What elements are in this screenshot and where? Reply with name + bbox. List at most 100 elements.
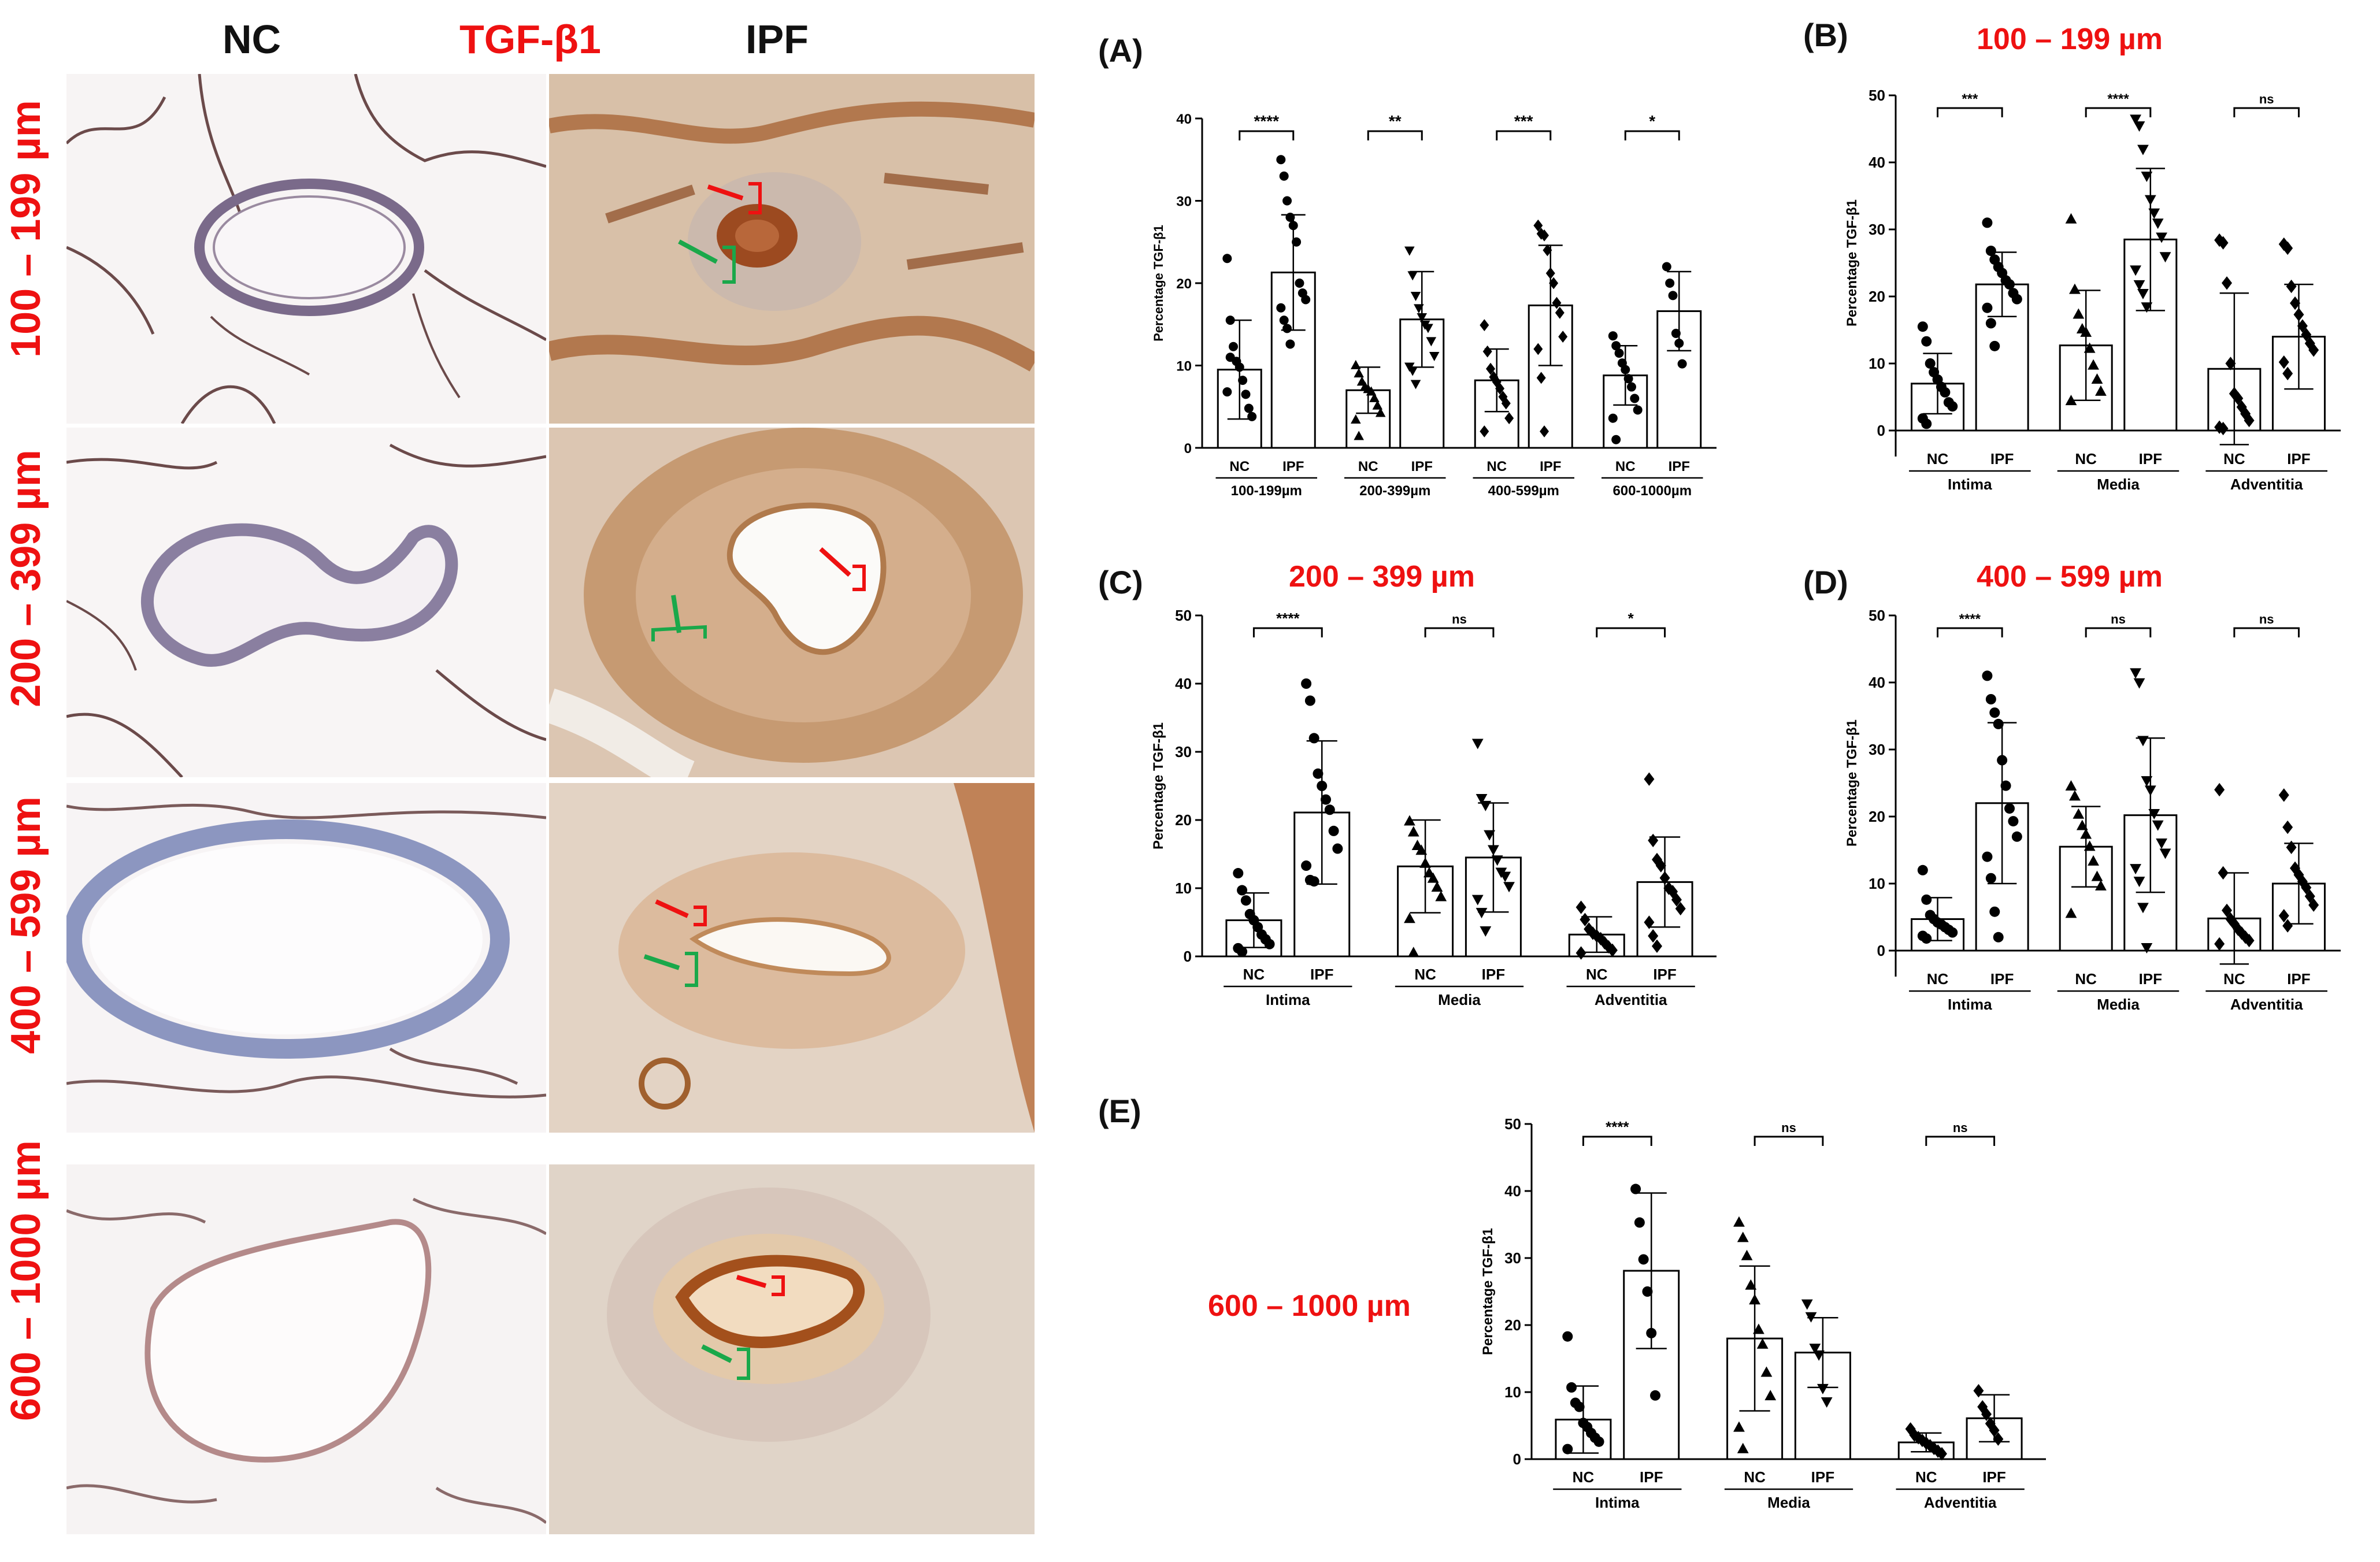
- data-point: [2137, 289, 2149, 299]
- data-point: [1917, 321, 1928, 332]
- group-label: Media: [2097, 476, 2140, 493]
- data-point: [1985, 246, 1996, 257]
- group-label: 600-1000µm: [1612, 483, 1692, 499]
- data-point: [2130, 265, 2141, 276]
- micrograph-nc-200-399: [66, 428, 546, 777]
- data-point: [1584, 922, 1595, 936]
- data-point: [1591, 929, 1602, 943]
- data-point: [2229, 387, 2240, 400]
- group-label: 200-399µm: [1359, 483, 1430, 499]
- data-point: [1630, 1183, 1641, 1194]
- data-point: [1435, 891, 1447, 901]
- data-point: [1491, 855, 1503, 866]
- data-point: [1237, 946, 1248, 957]
- data-point: [1630, 394, 1640, 403]
- y-tick-label: 40: [1176, 112, 1192, 127]
- group-label: 100-199µm: [1231, 483, 1302, 499]
- data-point: [1492, 376, 1502, 388]
- significance-bracket: [1496, 130, 1552, 140]
- data-point: [1599, 936, 1610, 950]
- data-point: [1921, 894, 1932, 905]
- data-point: [1313, 768, 1324, 779]
- data-point: [1476, 908, 1488, 919]
- data-point: [2282, 241, 2293, 255]
- x-tick-label: NC: [1927, 450, 1949, 468]
- x-tick-label: NC: [2223, 450, 2245, 468]
- x-tick-label: IPF: [2139, 450, 2162, 468]
- arrow-red-3: [655, 899, 689, 918]
- data-point: [2156, 838, 2167, 849]
- data-point: [1404, 912, 1415, 923]
- data-point: [1235, 362, 1244, 372]
- data-point: [1407, 947, 1419, 958]
- significance-bracket: [1624, 130, 1680, 140]
- group-label: Adventitia: [1924, 1494, 1997, 1511]
- data-point: [2065, 907, 2077, 918]
- chart-d: 0 10 20 30 40 50 Percentage TGF-β1 NC IPF NC IPF NC…: [1844, 607, 2341, 1013]
- significance-bracket: [2233, 107, 2300, 117]
- data-point: [2159, 848, 2171, 859]
- data-point: [1574, 1401, 1585, 1412]
- data-point: [1611, 435, 1621, 444]
- data-point: [1982, 217, 1993, 228]
- row-label-4: 600 – 1000 µm: [3, 1140, 49, 1421]
- significance-bracket: [1596, 627, 1666, 637]
- data-point: [2065, 395, 2077, 406]
- data-point: [2000, 780, 2011, 791]
- data-point: [1415, 844, 1428, 855]
- data-point: [2282, 820, 2293, 834]
- data-point: [1760, 1366, 1773, 1377]
- data-point: [2301, 328, 2312, 342]
- data-point: [1752, 1323, 1764, 1334]
- y-tick-label: 30: [1504, 1249, 1521, 1267]
- y-tick-label: 30: [1869, 741, 1885, 758]
- data-point: [1229, 342, 1239, 351]
- y-axis-label: Percentage TGF-β1: [1151, 722, 1166, 849]
- data-point: [1301, 860, 1312, 871]
- micrograph-ipf-400-599-drawing: [549, 783, 1035, 1133]
- significance-label: *: [1628, 610, 1634, 627]
- x-tick-label: NC: [1486, 459, 1507, 474]
- data-point: [1733, 1216, 1745, 1227]
- data-point: [1989, 906, 2000, 917]
- data-point: [1733, 1421, 1745, 1432]
- y-tick-label: 10: [1176, 359, 1192, 374]
- x-tick-label: IPF: [1282, 459, 1304, 474]
- data-point: [1575, 946, 1586, 960]
- micrograph-ipf-600-1000: [549, 1164, 1035, 1534]
- data-point: [1225, 353, 1235, 362]
- arrow-red-1: [707, 184, 744, 201]
- group-label: Media: [1767, 1494, 1810, 1511]
- data-point: [2137, 736, 2149, 747]
- data-point: [2004, 279, 2015, 290]
- data-point: [1410, 291, 1421, 301]
- data-point: [1324, 804, 1335, 815]
- data-point: [1431, 881, 1443, 892]
- x-tick-label: IPF: [1811, 1468, 1834, 1486]
- significance-label: *: [1649, 112, 1655, 130]
- data-point: [1993, 932, 2004, 943]
- data-point: [2091, 373, 2103, 384]
- chart-a: 0 10 20 30 40 Percentage TGF-β1 NC IPF NC IPF NC IP…: [1151, 112, 1717, 499]
- x-tick-label: NC: [1915, 1468, 1937, 1486]
- micrograph-nc-200-399-drawing: [66, 443, 546, 777]
- data-point: [1549, 277, 1559, 290]
- data-point: [1558, 331, 1568, 343]
- group-label: Media: [2097, 996, 2140, 1013]
- y-tick-label: 50: [1175, 607, 1192, 624]
- data-point: [2004, 803, 2015, 814]
- data-point: [1566, 1382, 1577, 1393]
- data-point: [2233, 391, 2244, 406]
- y-tick-label: 0: [1184, 441, 1192, 457]
- panel-label-c: (C): [1098, 564, 1143, 600]
- significance-label: ***: [1514, 112, 1533, 130]
- micrograph-nc-100-199: [66, 74, 546, 424]
- y-tick-label: 40: [1869, 674, 1885, 691]
- significance-label: ****: [1276, 610, 1300, 627]
- panel-label-b: (B): [1803, 17, 1848, 53]
- data-point: [1552, 296, 1562, 309]
- arrow-red-4: [736, 1275, 767, 1288]
- data-point: [2065, 213, 2077, 224]
- data-point: [1533, 343, 1543, 355]
- data-point: [2137, 144, 2149, 155]
